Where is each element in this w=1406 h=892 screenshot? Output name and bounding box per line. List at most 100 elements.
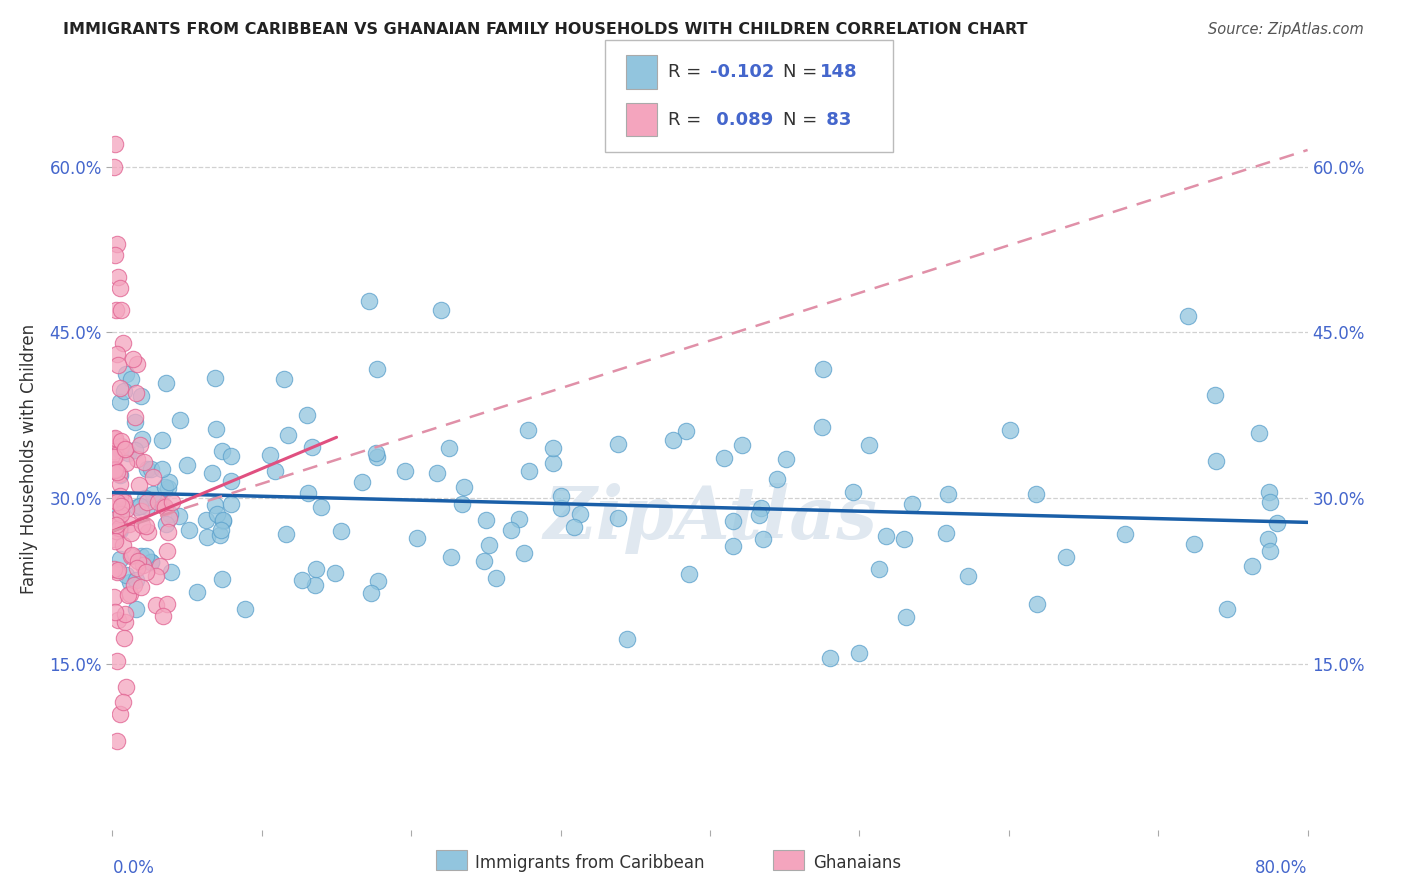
Point (155, 516, 177, 531)
Text: IMMIGRANTS FROM CARIBBEAN VS GHANAIAN FAMILY HOUSEHOLDS WITH CHILDREN CORRELATIO: IMMIGRANTS FROM CARIBBEAN VS GHANAIAN FA… (63, 22, 1028, 37)
Point (150, 496, 173, 510)
Point (104, 533, 127, 548)
Point (129, 549, 152, 564)
Point (219, 449, 242, 463)
Point (110, 508, 132, 522)
Text: R =: R = (668, 63, 707, 81)
Point (160, 566, 183, 580)
Point (122, 578, 145, 592)
Point (186, 585, 208, 599)
Point (117, 446, 139, 460)
Point (128, 499, 150, 513)
Text: -0.102: -0.102 (710, 63, 775, 81)
Point (125, 602, 148, 616)
Point (901, 497, 924, 511)
Point (115, 502, 138, 516)
Point (811, 420, 834, 434)
Point (607, 511, 630, 525)
Point (406, 531, 429, 545)
Point (127, 554, 149, 568)
Point (875, 529, 897, 543)
Point (304, 578, 326, 592)
Text: N =: N = (783, 111, 823, 128)
Point (152, 609, 174, 624)
Point (1025, 487, 1047, 501)
Point (155, 376, 177, 390)
Point (118, 587, 141, 601)
Point (1257, 532, 1279, 546)
Point (157, 475, 180, 489)
Point (145, 598, 167, 612)
Point (118, 574, 141, 589)
Point (110, 434, 132, 448)
Point (136, 525, 159, 540)
Point (124, 573, 146, 587)
Point (749, 500, 772, 515)
Point (150, 462, 173, 476)
Point (114, 367, 136, 381)
Point (110, 439, 132, 453)
Point (108, 467, 131, 481)
Point (485, 571, 508, 585)
Point (122, 351, 145, 366)
Point (219, 496, 242, 510)
Point (616, 632, 638, 646)
Point (115, 568, 138, 582)
Point (1241, 559, 1264, 574)
Point (569, 507, 592, 521)
Point (132, 455, 155, 469)
Point (108, 521, 131, 535)
Point (125, 500, 148, 514)
Point (105, 734, 128, 748)
Point (818, 651, 841, 665)
Point (159, 507, 181, 521)
Point (274, 527, 297, 541)
Point (114, 615, 136, 630)
Y-axis label: Family Households with Children: Family Households with Children (21, 325, 38, 594)
Point (1258, 484, 1281, 499)
Point (360, 586, 382, 600)
Point (132, 558, 155, 572)
Point (103, 532, 125, 546)
Point (127, 561, 149, 575)
Text: N =: N = (783, 63, 823, 81)
Point (103, 590, 125, 604)
Point (364, 446, 387, 460)
Point (157, 524, 180, 539)
Point (136, 500, 159, 514)
Point (211, 444, 233, 458)
Point (297, 485, 319, 500)
Point (111, 538, 134, 552)
Point (120, 372, 142, 386)
Point (277, 428, 299, 442)
Point (1182, 537, 1205, 551)
Point (394, 465, 416, 479)
Point (291, 573, 314, 587)
Text: 80.0%: 80.0% (1256, 859, 1308, 877)
Point (103, 444, 125, 458)
Point (103, 450, 125, 464)
Point (426, 466, 449, 480)
Point (108, 380, 131, 394)
Text: R =: R = (668, 111, 707, 128)
Point (141, 462, 163, 476)
Text: Ghanaians: Ghanaians (813, 855, 901, 872)
Point (124, 415, 146, 429)
Point (1177, 309, 1199, 323)
Point (125, 357, 148, 371)
Point (205, 507, 228, 521)
Point (105, 448, 128, 462)
Point (330, 524, 353, 538)
Point (1026, 597, 1049, 611)
Point (748, 508, 770, 522)
Point (129, 438, 152, 452)
Point (104, 431, 127, 445)
Point (437, 442, 460, 456)
Text: Immigrants from Caribbean: Immigrants from Caribbean (475, 855, 704, 872)
Point (513, 546, 536, 560)
Point (208, 528, 231, 542)
Text: 148: 148 (820, 63, 858, 81)
Point (131, 432, 153, 446)
Point (108, 281, 131, 295)
Point (1205, 454, 1227, 468)
